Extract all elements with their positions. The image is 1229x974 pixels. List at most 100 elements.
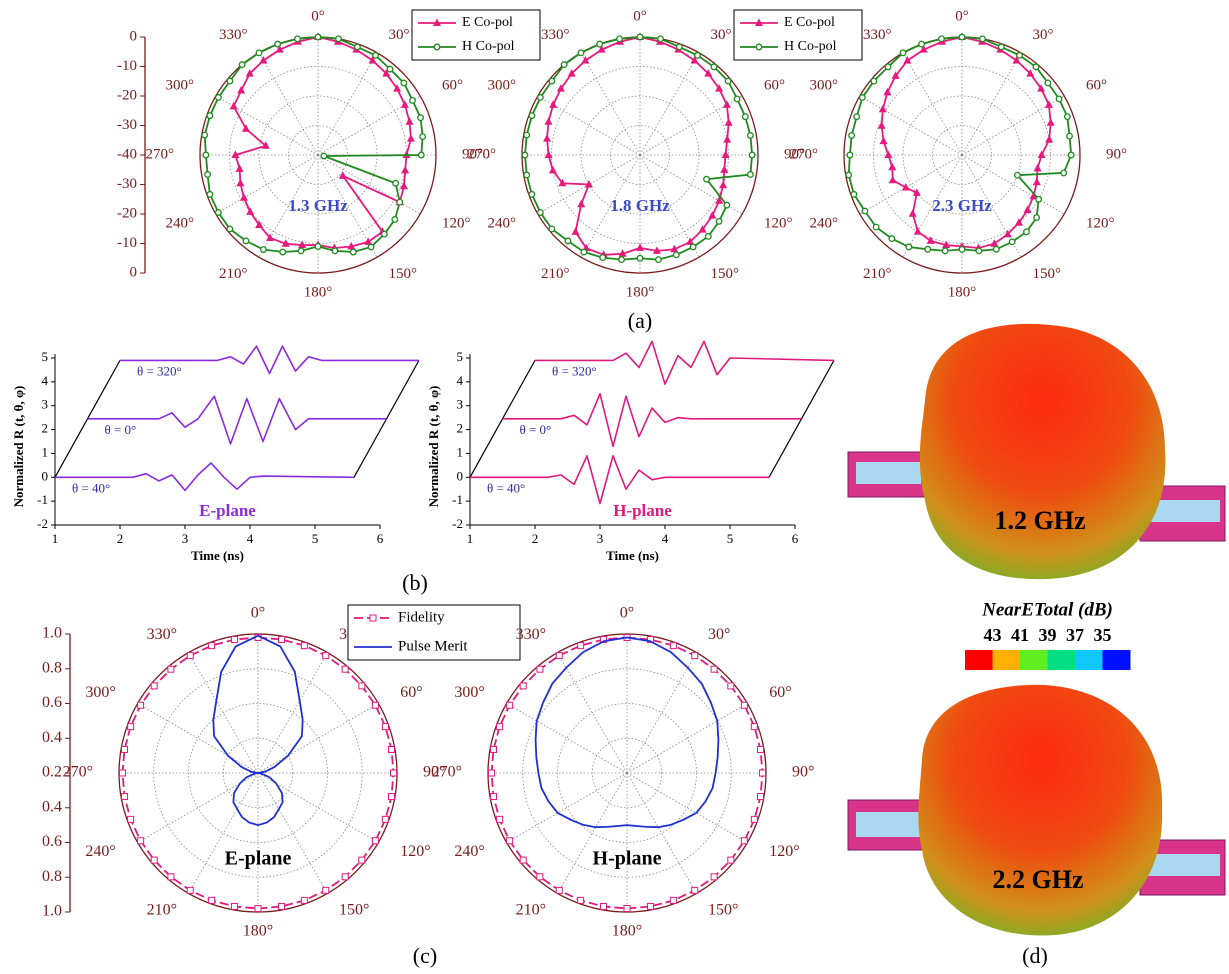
- marker: [1047, 118, 1055, 126]
- marker: [577, 200, 585, 208]
- annotation: E-plane: [225, 848, 292, 870]
- grid-spoke: [259, 53, 318, 155]
- radial-tick-label: 1.0: [42, 625, 62, 642]
- marker: [846, 172, 852, 178]
- angle-label: 330°: [516, 626, 546, 643]
- marker: [507, 702, 513, 708]
- marker: [692, 653, 698, 659]
- marker: [231, 903, 237, 909]
- marker: [122, 746, 128, 752]
- marker: [280, 249, 286, 255]
- x-tick-label: 6: [377, 531, 384, 546]
- marker: [885, 64, 891, 70]
- marker: [925, 246, 931, 252]
- legend-label: Fidelity: [398, 609, 445, 625]
- marker: [298, 248, 304, 254]
- grid-spoke: [558, 773, 628, 893]
- marker: [279, 637, 285, 643]
- marker: [743, 114, 749, 120]
- marker: [138, 702, 144, 708]
- marker: [704, 176, 710, 182]
- radial-tick-label: 0.4: [42, 798, 62, 815]
- y-tick-label: -1: [452, 492, 463, 507]
- marker: [690, 244, 696, 250]
- angle-label: 60°: [769, 684, 791, 701]
- marker: [1045, 100, 1053, 108]
- marker: [401, 166, 409, 174]
- grid-spoke: [507, 704, 627, 774]
- annotation: H-plane: [613, 501, 672, 520]
- marker: [888, 163, 896, 171]
- marker: [230, 102, 238, 110]
- angle-label: 210°: [516, 901, 546, 918]
- marker: [705, 234, 711, 240]
- marker: [849, 133, 855, 139]
- marker: [711, 874, 717, 880]
- marker: [239, 62, 245, 68]
- angle-label: 120°: [1086, 215, 1115, 231]
- y-tick-label: 3: [42, 397, 49, 412]
- marker: [871, 78, 877, 84]
- pattern-3d-top: [848, 324, 1225, 579]
- x-tick-label: 5: [727, 531, 734, 546]
- marker: [497, 816, 503, 822]
- colorbar-tick-label: 39: [1039, 625, 1057, 645]
- angle-label: 210°: [147, 901, 177, 918]
- marker: [959, 34, 965, 40]
- pattern-label: 1.2 GHz: [995, 506, 1086, 535]
- marker: [728, 683, 734, 689]
- grid-spoke: [258, 653, 328, 773]
- angle-label: 150°: [339, 901, 369, 918]
- marker: [301, 643, 307, 649]
- angle-label: 120°: [442, 215, 471, 231]
- y-tick-label: 4: [42, 373, 49, 388]
- angle-label: 300°: [454, 684, 484, 701]
- legend-label: H Co-pol: [462, 39, 515, 54]
- annotation: E-plane: [199, 501, 256, 520]
- y-axis-label: Normalized R (t, θ, φ): [426, 386, 441, 508]
- marker: [321, 153, 327, 159]
- radial-tick-label: 1.0: [42, 903, 62, 920]
- marker: [854, 114, 860, 120]
- marker: [400, 182, 408, 190]
- marker: [207, 192, 213, 198]
- angle-label: 180°: [243, 923, 273, 940]
- marker: [734, 96, 740, 102]
- marker: [261, 247, 267, 253]
- marker: [128, 724, 134, 730]
- marker: [209, 897, 215, 903]
- marker: [1036, 196, 1042, 202]
- marker: [342, 874, 348, 880]
- angle-label: 90°: [1106, 146, 1127, 162]
- angle-label: 60°: [442, 77, 463, 93]
- marker: [927, 236, 935, 244]
- marker: [529, 113, 535, 119]
- angle-label: 180°: [612, 923, 642, 940]
- marker: [617, 36, 623, 42]
- marker: [537, 874, 543, 880]
- marker: [847, 152, 853, 158]
- marker: [418, 115, 424, 121]
- colorbar-cell: [965, 650, 993, 670]
- marker: [549, 166, 557, 174]
- radial-tick-label: 0.8: [42, 659, 62, 676]
- marker: [507, 838, 513, 844]
- x-tick-label: 5: [312, 531, 319, 546]
- x-tick-label: 4: [247, 531, 254, 546]
- angle-label: 210°: [863, 266, 892, 282]
- panel-label: (d): [1022, 943, 1048, 968]
- marker: [279, 903, 285, 909]
- marker: [543, 134, 551, 142]
- marker: [648, 903, 654, 909]
- colorbar-cell: [1103, 650, 1131, 670]
- x-tick-label: 3: [597, 531, 604, 546]
- marker: [227, 78, 233, 84]
- annotation: H-plane: [593, 848, 662, 870]
- radial-tick-label: -10: [117, 235, 137, 251]
- angle-label: 60°: [764, 77, 785, 93]
- grid-spoke: [507, 773, 627, 843]
- marker: [549, 100, 557, 108]
- angle-label: 60°: [1086, 77, 1107, 93]
- marker: [600, 903, 606, 909]
- marker: [619, 257, 625, 263]
